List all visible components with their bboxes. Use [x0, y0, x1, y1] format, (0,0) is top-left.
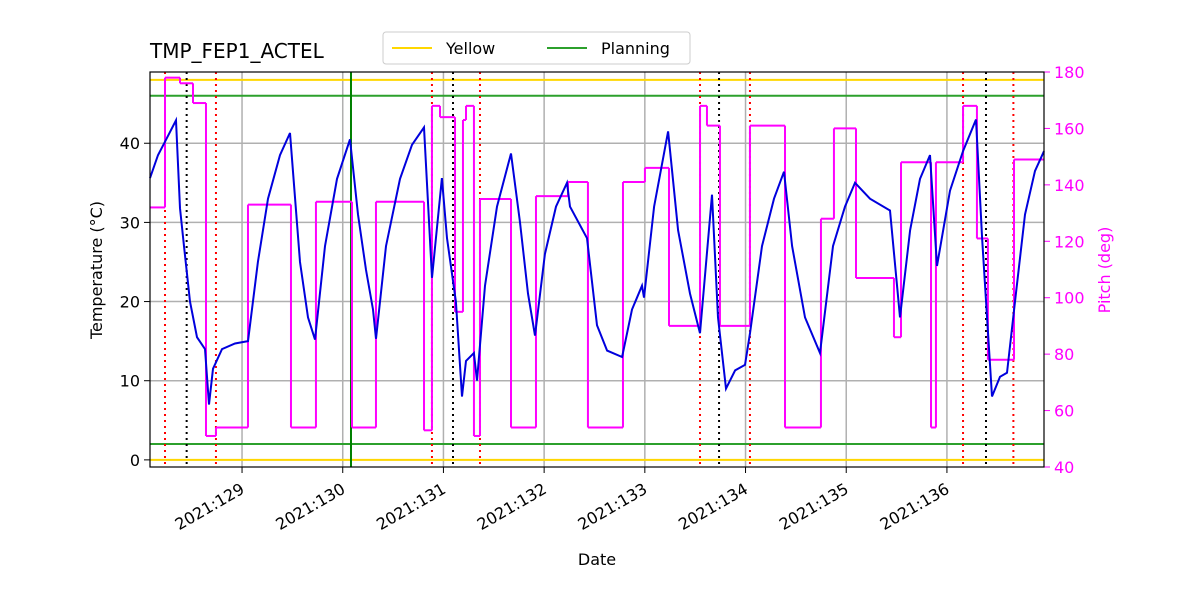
y2-tick-label: 80	[1054, 345, 1074, 364]
series-line	[149, 116, 1045, 405]
legend-label: Planning	[601, 39, 670, 58]
y-tick-label: 0	[130, 451, 140, 470]
y-tick-label: 10	[120, 372, 140, 391]
y-axis-label: Temperature (°C)	[87, 201, 106, 340]
y2-tick-label: 100	[1054, 289, 1085, 308]
y2-tick-label: 40	[1054, 458, 1074, 477]
y2-tick-label: 120	[1054, 232, 1085, 251]
x-axis-label: Date	[578, 550, 616, 569]
plot-frame	[149, 71, 1045, 468]
legend-box	[382, 31, 691, 65]
y-tick-label: 20	[120, 293, 140, 312]
y-tick-label: 30	[120, 213, 140, 232]
y2-axis-label: Pitch (deg)	[1095, 227, 1114, 314]
chart-title: TMP_FEP1_ACTEL	[149, 39, 325, 63]
y2-tick-label: 60	[1054, 402, 1074, 421]
legend-label: Yellow	[445, 39, 495, 58]
legend: Yellow Planning	[382, 31, 691, 65]
y2-tick-label: 160	[1054, 119, 1085, 138]
y-tick-label: 40	[120, 134, 140, 153]
y2-tick-label: 180	[1054, 63, 1085, 82]
y2-tick-label: 140	[1054, 176, 1085, 195]
